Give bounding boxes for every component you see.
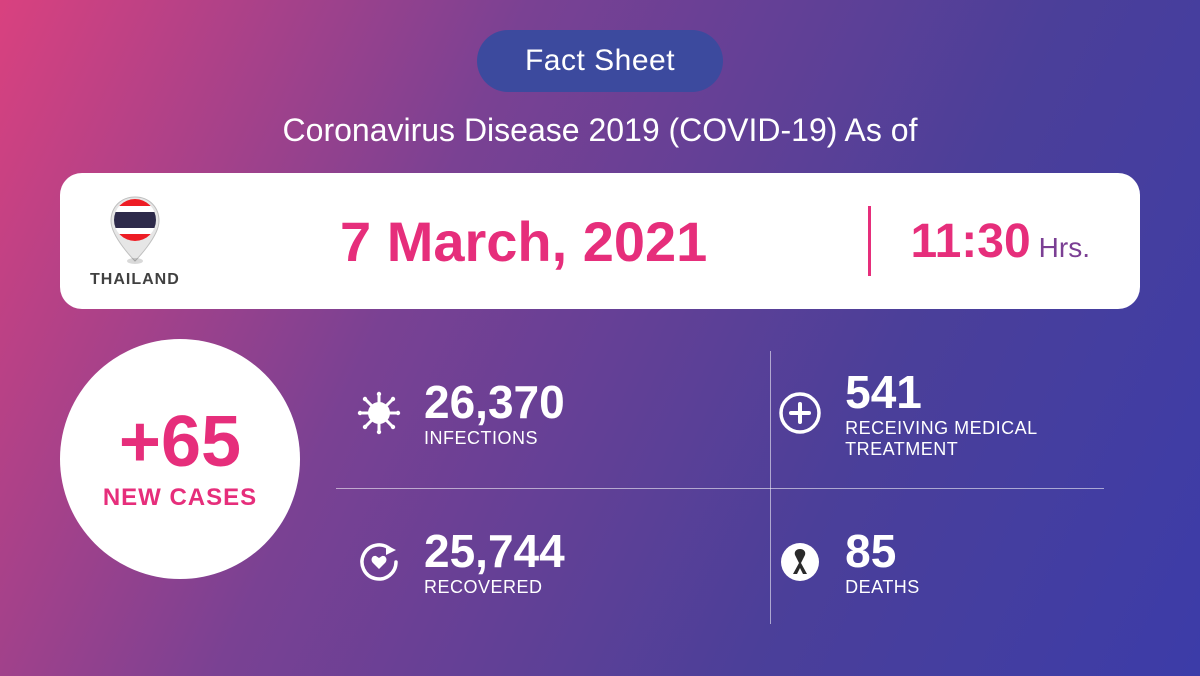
plus-circle-icon	[777, 390, 823, 436]
date-card: THAILAND 7 March, 2021 11:30 Hrs.	[60, 173, 1140, 309]
time-value: 11:30	[911, 214, 1031, 269]
new-cases-circle: +65 NEW CASES	[60, 339, 300, 579]
virus-icon	[356, 390, 402, 436]
new-cases-label: NEW CASES	[103, 484, 257, 512]
country-label: THAILAND	[90, 271, 180, 289]
treatment-value: 541	[845, 367, 1038, 418]
divider-vertical	[868, 206, 871, 276]
new-cases-value: +65	[119, 406, 241, 478]
date-value: 7 March, 2021	[210, 209, 838, 274]
deaths-label: DEATHS	[845, 577, 920, 598]
stat-deaths: 85 DEATHS	[757, 488, 1140, 637]
infections-label: INFECTIONS	[424, 428, 565, 449]
fact-sheet-pill: Fact Sheet	[477, 30, 723, 92]
heart-reload-icon	[356, 539, 402, 585]
infections-value: 26,370	[424, 377, 565, 428]
stats-grid: 26,370 INFECTIONS 541 RECEIVING MEDICAL …	[336, 339, 1140, 636]
map-pin-icon	[105, 193, 165, 265]
recovered-label: RECOVERED	[424, 577, 565, 598]
ribbon-icon	[777, 539, 823, 585]
subtitle: Coronavirus Disease 2019 (COVID-19) As o…	[283, 112, 918, 149]
stat-infections: 26,370 INFECTIONS	[336, 339, 757, 488]
thailand-flag-icon	[114, 199, 156, 241]
stat-treatment: 541 RECEIVING MEDICAL TREATMENT	[757, 339, 1140, 488]
location-block: THAILAND	[90, 193, 180, 289]
time-block: 11:30 Hrs.	[901, 214, 1100, 269]
pill-label: Fact Sheet	[525, 44, 675, 77]
stats-row: +65 NEW CASES	[60, 339, 1140, 636]
fact-sheet-container: Fact Sheet Coronavirus Disease 2019 (COV…	[0, 0, 1200, 676]
time-unit: Hrs.	[1039, 232, 1090, 264]
treatment-label: RECEIVING MEDICAL TREATMENT	[845, 418, 1038, 460]
deaths-value: 85	[845, 526, 920, 577]
recovered-value: 25,744	[424, 526, 565, 577]
stat-recovered: 25,744 RECOVERED	[336, 488, 757, 637]
